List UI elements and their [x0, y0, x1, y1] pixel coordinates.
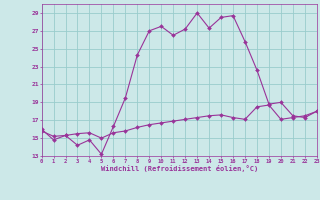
- X-axis label: Windchill (Refroidissement éolien,°C): Windchill (Refroidissement éolien,°C): [100, 165, 258, 172]
